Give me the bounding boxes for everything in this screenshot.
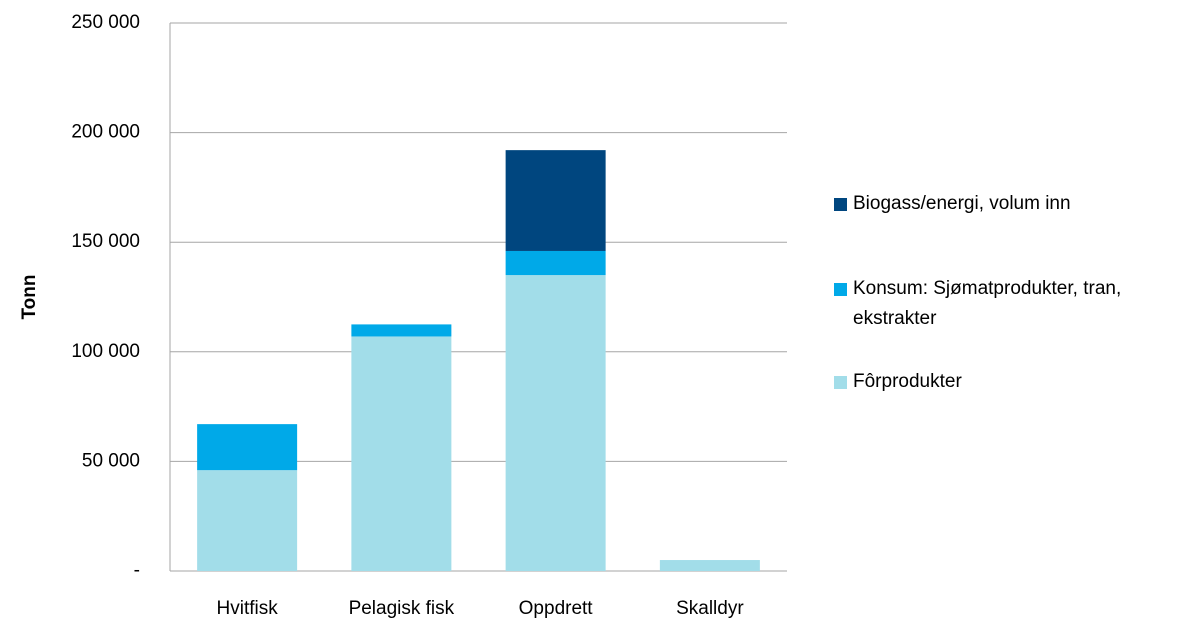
y-tick-label: 50 000 <box>82 450 140 471</box>
y-tick-label: - <box>134 560 140 581</box>
bar-segment <box>197 470 298 571</box>
legend-label: Fôrprodukter <box>853 371 962 392</box>
x-tick-label: Hvitfisk <box>217 598 279 619</box>
y-axis-label: Tonn <box>19 274 40 319</box>
legend-swatch <box>834 198 847 211</box>
legend-item: Biogass/energi, volum inn <box>834 189 1199 219</box>
x-tick-label: Pelagisk fisk <box>349 598 455 619</box>
legend-item: Fôrprodukter <box>834 367 1199 397</box>
y-tick-label: 200 000 <box>71 122 140 143</box>
y-tick-label: 250 000 <box>71 12 140 33</box>
bar-segment <box>197 424 298 471</box>
legend-label: Konsum: Sjømatprodukter, tran, ekstrakte… <box>853 278 1122 329</box>
bar-segment <box>505 250 606 276</box>
bar-segment <box>505 275 606 571</box>
legend-swatch <box>834 376 847 389</box>
legend-label: Biogass/energi, volum inn <box>853 193 1071 214</box>
y-tick-label: 100 000 <box>71 341 140 362</box>
x-tick-label: Oppdrett <box>519 598 594 619</box>
legend-swatch <box>834 283 847 296</box>
bar-segment <box>351 336 452 571</box>
legend-item: Konsum: Sjømatprodukter, tran, ekstrakte… <box>834 274 1199 334</box>
bar-segment <box>659 560 760 571</box>
x-tick-label: Skalldyr <box>676 598 744 619</box>
y-tick-label: 150 000 <box>71 231 140 252</box>
bar-segment <box>505 150 606 251</box>
bar-segment <box>351 324 452 337</box>
